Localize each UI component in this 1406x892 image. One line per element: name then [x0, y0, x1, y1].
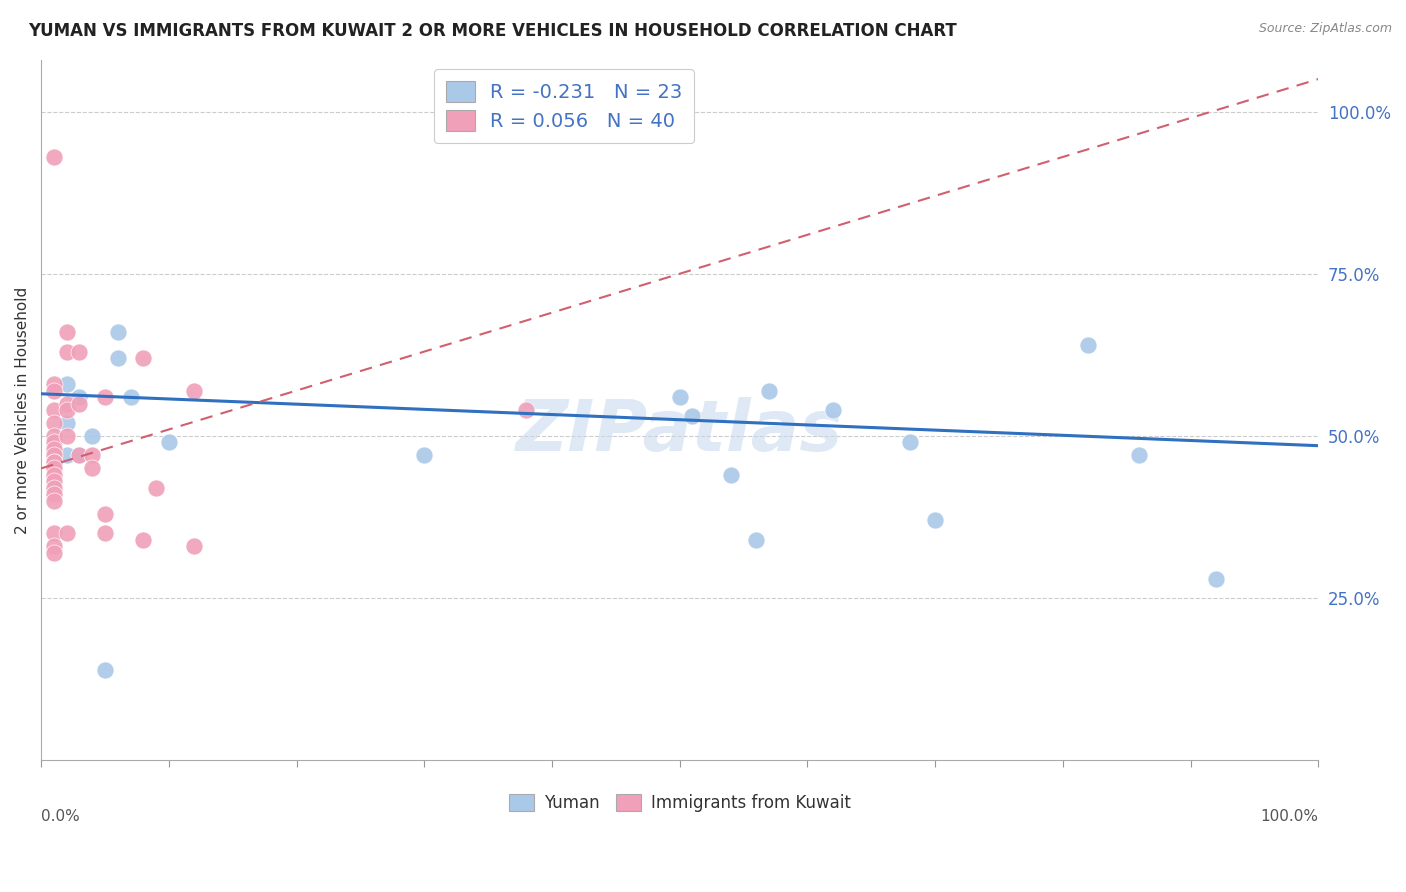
Point	[42, 442, 65, 456]
Point	[94, 390, 117, 404]
Point	[55, 526, 77, 541]
Point	[1205, 572, 1227, 586]
Point	[67, 449, 90, 463]
Point	[67, 344, 90, 359]
Point	[94, 663, 117, 677]
Point	[55, 416, 77, 430]
Point	[132, 351, 155, 365]
Point	[67, 390, 90, 404]
Point	[924, 513, 946, 527]
Point	[55, 396, 77, 410]
Point	[145, 481, 167, 495]
Text: ZIPatlas: ZIPatlas	[516, 397, 844, 466]
Point	[42, 461, 65, 475]
Point	[107, 325, 129, 339]
Point	[42, 526, 65, 541]
Point	[821, 403, 844, 417]
Point	[42, 449, 65, 463]
Point	[67, 396, 90, 410]
Point	[120, 390, 142, 404]
Point	[94, 526, 117, 541]
Point	[183, 384, 205, 398]
Point	[42, 487, 65, 501]
Point	[94, 507, 117, 521]
Point	[157, 435, 180, 450]
Legend: Yuman, Immigrants from Kuwait: Yuman, Immigrants from Kuwait	[502, 787, 858, 819]
Point	[413, 449, 436, 463]
Point	[82, 449, 104, 463]
Point	[55, 344, 77, 359]
Point	[107, 351, 129, 365]
Text: 0.0%: 0.0%	[41, 809, 80, 824]
Point	[55, 377, 77, 392]
Point	[55, 403, 77, 417]
Point	[720, 467, 742, 482]
Point	[42, 455, 65, 469]
Point	[515, 403, 537, 417]
Point	[42, 475, 65, 489]
Point	[898, 435, 921, 450]
Point	[1077, 338, 1099, 352]
Point	[668, 390, 690, 404]
Point	[42, 455, 65, 469]
Point	[82, 461, 104, 475]
Point	[42, 416, 65, 430]
Point	[42, 435, 65, 450]
Point	[132, 533, 155, 547]
Point	[42, 481, 65, 495]
Point	[42, 384, 65, 398]
Point	[42, 546, 65, 560]
Text: Source: ZipAtlas.com: Source: ZipAtlas.com	[1258, 22, 1392, 36]
Point	[82, 429, 104, 443]
Point	[183, 539, 205, 553]
Point	[42, 150, 65, 164]
Point	[42, 539, 65, 553]
Point	[1128, 449, 1150, 463]
Text: 100.0%: 100.0%	[1260, 809, 1319, 824]
Point	[42, 403, 65, 417]
Point	[55, 449, 77, 463]
Point	[42, 467, 65, 482]
Y-axis label: 2 or more Vehicles in Household: 2 or more Vehicles in Household	[15, 286, 30, 533]
Point	[67, 449, 90, 463]
Point	[682, 409, 704, 424]
Point	[42, 429, 65, 443]
Point	[745, 533, 768, 547]
Point	[758, 384, 780, 398]
Point	[55, 325, 77, 339]
Point	[55, 429, 77, 443]
Point	[42, 493, 65, 508]
Point	[42, 377, 65, 392]
Text: YUMAN VS IMMIGRANTS FROM KUWAIT 2 OR MORE VEHICLES IN HOUSEHOLD CORRELATION CHAR: YUMAN VS IMMIGRANTS FROM KUWAIT 2 OR MOR…	[28, 22, 957, 40]
